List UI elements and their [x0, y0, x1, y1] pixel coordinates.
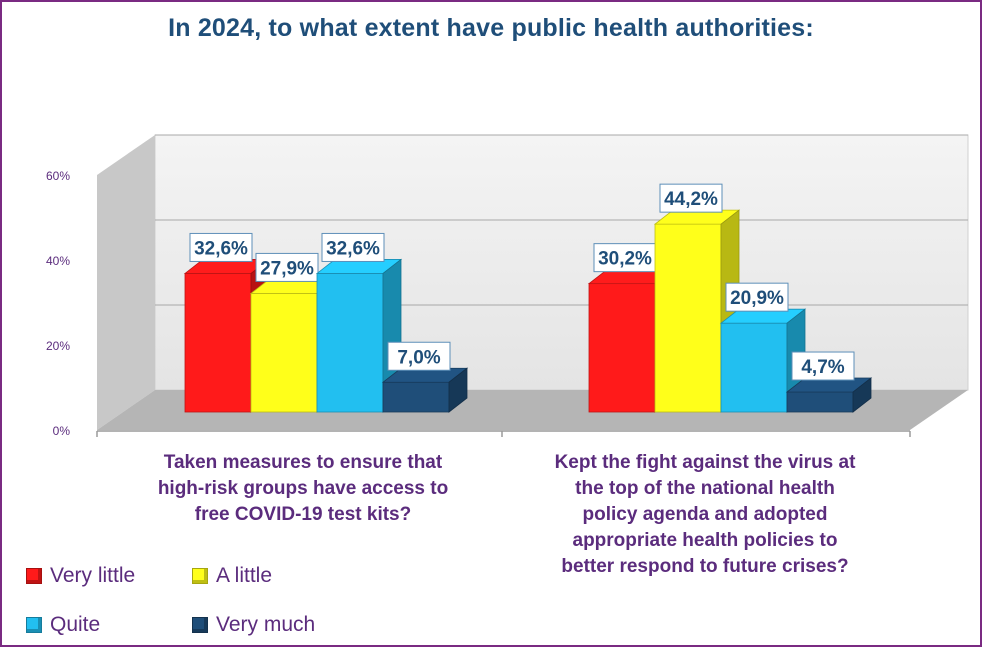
- bar-front: [184, 273, 252, 413]
- data-label: 27,9%: [260, 258, 314, 279]
- legend-swatch: [26, 617, 42, 633]
- category-label: Kept the fight against the virus at the t…: [520, 450, 890, 580]
- bar-front: [720, 322, 788, 413]
- data-label: 44,2%: [664, 189, 718, 210]
- category-label-line: better respond to future crises?: [561, 556, 849, 577]
- legend-label: A little: [216, 564, 273, 587]
- data-label: 30,2%: [598, 249, 652, 270]
- legend-item: A little: [192, 564, 272, 588]
- legend-item: Quite: [26, 613, 100, 637]
- category-label-line: Kept the fight against the virus at: [554, 452, 856, 473]
- y-tick-label: 60%: [46, 169, 70, 183]
- category-label-line: appropriate health policies to: [572, 530, 838, 551]
- category-label-line: high-risk groups have access to: [157, 478, 449, 499]
- legend-item: Very little: [26, 564, 135, 588]
- legend-label: Quite: [50, 613, 101, 636]
- legend-label: Very little: [50, 564, 136, 587]
- category-label-line: policy agenda and adopted: [582, 504, 828, 525]
- bar-front: [588, 283, 656, 413]
- category-label-line: free COVID-19 test kits?: [194, 504, 412, 525]
- y-tick-label: 40%: [46, 254, 70, 268]
- data-label-box: [791, 351, 855, 381]
- legend-swatch: [26, 568, 42, 584]
- y-tick-label: 20%: [46, 339, 70, 353]
- data-label-box: [387, 341, 451, 371]
- data-label: 20,9%: [730, 288, 784, 309]
- data-label-box: [189, 232, 253, 262]
- bar-front: [316, 273, 384, 413]
- bar-front: [786, 391, 854, 413]
- data-label-box: [593, 243, 657, 273]
- data-label-box: [659, 183, 723, 213]
- bar-front: [654, 223, 722, 413]
- bar-front: [382, 381, 450, 413]
- chart-title: In 2024, to what extent have public heal…: [168, 14, 814, 42]
- data-label-box: [321, 232, 385, 262]
- legend-swatch: [192, 568, 208, 584]
- category-label: Taken measures to ensure that high-risk g…: [122, 450, 484, 528]
- data-label: 32,6%: [194, 238, 248, 259]
- data-label: 4,7%: [801, 357, 844, 378]
- category-label-line: the top of the national health: [575, 478, 835, 499]
- bar-side: [448, 367, 468, 413]
- legend-label: Very much: [216, 613, 316, 636]
- bar-side: [852, 377, 872, 413]
- y-tick-label: 0%: [53, 424, 71, 438]
- data-label-box: [255, 252, 319, 282]
- category-label-line: Taken measures to ensure that: [163, 452, 443, 473]
- legend-swatch: [192, 617, 208, 633]
- data-label: 7,0%: [397, 347, 440, 368]
- bar-front: [250, 293, 318, 413]
- legend-item: Very much: [192, 613, 315, 637]
- data-label: 32,6%: [326, 238, 380, 259]
- data-label-box: [725, 282, 789, 312]
- side-wall: [97, 135, 155, 430]
